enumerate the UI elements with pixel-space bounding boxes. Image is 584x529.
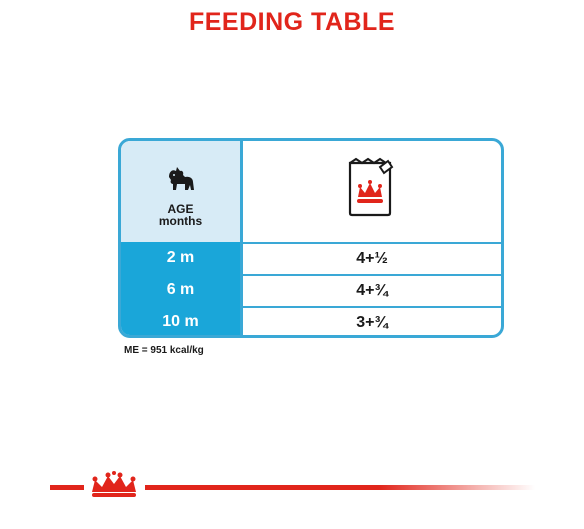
age-header-line2: months (158, 214, 203, 228)
row-divider (243, 242, 501, 244)
amount-cell: 4+¾ (356, 282, 388, 299)
age-cell: 10 m (121, 306, 240, 335)
age-cell: 6 m (121, 274, 240, 306)
amount-cell: 3+¾ (356, 314, 388, 331)
age-header-label: AGE months (121, 203, 240, 227)
amount-cell: 4+½ (356, 250, 388, 267)
row-divider (243, 274, 501, 276)
page-title: FEEDING TABLE (188, 8, 396, 36)
energy-footnote: ME = 951 kcal/kg (124, 345, 204, 356)
age-cell: 2 m (121, 242, 240, 274)
product-header-cell (243, 141, 501, 242)
footer-rule-right (145, 485, 535, 490)
column-divider (240, 141, 243, 335)
row-divider (243, 306, 501, 308)
footer-rule-left (50, 485, 84, 490)
feeding-table: AGE months 2 m 6 m 10 m 4+½ 4+¾ 3+¾ (118, 138, 504, 338)
puppy-icon (169, 167, 194, 190)
royal-canin-crown-icon (92, 471, 136, 497)
age-header-cell: AGE months (121, 141, 240, 242)
age-header-line1: AGE (167, 202, 194, 216)
royal-canin-pouch-icon (348, 157, 394, 217)
age-column: AGE months 2 m 6 m 10 m (121, 141, 240, 335)
